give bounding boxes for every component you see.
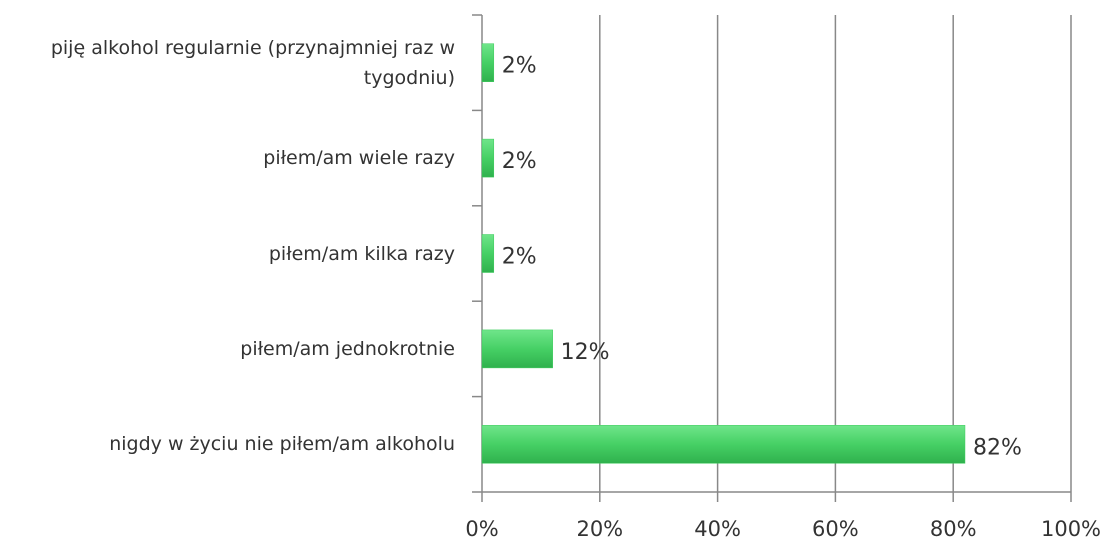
y-tick-text: piłem/am wiele razy [263,147,455,170]
x-tick-label: 20% [576,517,623,541]
y-tick-text: piłem/am kilka razy [268,242,455,265]
y-tick-label: nigdy w życiu nie piłem/am alkoholu [0,404,455,484]
x-tick-label: 60% [812,517,859,541]
bar [481,425,966,464]
y-tick-text: piłem/am jednokrotnie [240,337,455,360]
y-tick-text: nigdy w życiu nie piłem/am alkoholu [109,433,455,456]
value-label: 2% [502,149,537,174]
bar [481,234,495,273]
bar [481,138,495,178]
y-tick-label: piłem/am wiele razy [0,118,455,198]
x-tick-label: 80% [930,517,977,541]
value-label: 2% [502,54,537,79]
value-label: 82% [973,435,1022,460]
y-tick-text: piję alkohol regularnie (przynajmniej ra… [50,36,455,89]
value-label: 12% [561,340,610,365]
y-tick-label: piłem/am kilka razy [0,214,455,294]
x-tick-label: 40% [694,517,741,541]
bar [481,329,553,369]
y-tick-label: piję alkohol regularnie (przynajmniej ra… [0,23,455,103]
bar [481,43,495,82]
value-label: 2% [502,245,537,270]
x-tick-label: 100% [1041,517,1101,541]
y-tick-label: piłem/am jednokrotnie [0,309,455,389]
x-tick-label: 0% [465,517,498,541]
